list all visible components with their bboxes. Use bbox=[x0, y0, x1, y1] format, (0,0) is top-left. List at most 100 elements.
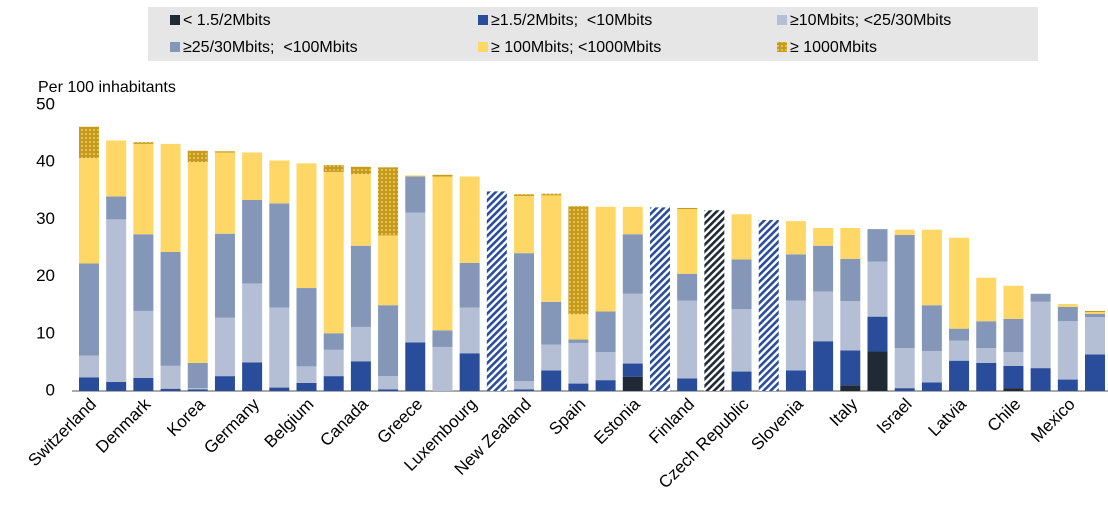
legend-label: ≥1.5/2Mbits; <10Mbits bbox=[491, 12, 652, 29]
bar-segment bbox=[840, 258, 861, 302]
legend-label: < 1.5/2Mbits bbox=[183, 12, 271, 29]
x-tick-label: Korea bbox=[163, 394, 209, 440]
bar-segment bbox=[432, 330, 453, 347]
bar-segment bbox=[813, 291, 834, 342]
bar-segment bbox=[677, 209, 698, 274]
bar-segment bbox=[813, 341, 834, 391]
bar-segment bbox=[296, 366, 317, 383]
bar-segment bbox=[459, 262, 480, 308]
bar-segment bbox=[840, 301, 861, 351]
bar-segment bbox=[405, 176, 426, 213]
bar-segment bbox=[269, 160, 290, 204]
x-tick-label: Slovenia bbox=[747, 394, 807, 454]
bar-segment bbox=[541, 193, 562, 196]
bar-segment bbox=[79, 126, 99, 159]
bar-segment bbox=[459, 307, 480, 354]
bar-segment bbox=[214, 151, 235, 153]
bar-segment bbox=[568, 206, 589, 315]
bar-segment bbox=[568, 314, 589, 340]
legend-swatch bbox=[170, 15, 180, 25]
bar-segment bbox=[949, 328, 970, 341]
bar-segment bbox=[296, 382, 317, 391]
bar-segment bbox=[160, 365, 181, 389]
y-tick-label: 10 bbox=[36, 323, 55, 342]
legend-box bbox=[148, 7, 1038, 61]
bar-segment bbox=[214, 376, 235, 391]
bar-segment bbox=[840, 350, 861, 386]
bar-segment bbox=[731, 309, 752, 372]
bar-segment bbox=[323, 171, 344, 334]
x-tick-label: Italy bbox=[826, 394, 862, 430]
legend-swatch bbox=[478, 15, 488, 25]
bar-segment bbox=[405, 342, 426, 391]
legend-label: ≥10Mbits; <25/30Mbits bbox=[790, 12, 951, 29]
bar-segment bbox=[622, 206, 643, 235]
bar-segment bbox=[1057, 379, 1078, 391]
bar-segment bbox=[106, 219, 127, 382]
bar-segment bbox=[1085, 354, 1105, 391]
bar-segment bbox=[323, 376, 344, 391]
bar-segment bbox=[242, 152, 263, 200]
bar-segment bbox=[350, 245, 371, 327]
bar-segment bbox=[677, 300, 698, 379]
bar-segment bbox=[296, 163, 317, 289]
bar-segment bbox=[79, 377, 99, 391]
bar-segment bbox=[1057, 306, 1078, 322]
bar-segment bbox=[432, 346, 453, 391]
bar-segment bbox=[214, 233, 235, 318]
bar-segment bbox=[296, 288, 317, 367]
x-tick-label: Belgium bbox=[261, 395, 318, 452]
bar-segment bbox=[595, 206, 616, 312]
bar-segment bbox=[486, 191, 507, 391]
bar-segment bbox=[187, 150, 208, 163]
bar-segment bbox=[921, 229, 942, 306]
bar-segment bbox=[541, 370, 562, 391]
bar-segment bbox=[378, 305, 399, 377]
bar-segment bbox=[595, 380, 616, 391]
bar-segment bbox=[976, 362, 997, 391]
bar-segment bbox=[106, 140, 127, 197]
bar-segment bbox=[242, 283, 263, 363]
bar-segment bbox=[514, 389, 535, 391]
bar-segment bbox=[350, 361, 371, 391]
bar-segment bbox=[813, 227, 834, 246]
bar-segment bbox=[432, 174, 453, 177]
bar-segment bbox=[867, 229, 888, 262]
bar-segment bbox=[622, 293, 643, 364]
bar-segment bbox=[568, 339, 589, 343]
x-tick-label: Denmark bbox=[92, 394, 155, 457]
bar-segment bbox=[378, 389, 399, 391]
bar-segment bbox=[976, 348, 997, 363]
x-tick-label: Chile bbox=[984, 395, 1025, 436]
bar-segment bbox=[1057, 321, 1078, 380]
bar-segment bbox=[921, 382, 942, 391]
bar-segment bbox=[976, 321, 997, 349]
bar-segment bbox=[704, 210, 725, 391]
bar-segment bbox=[1057, 304, 1078, 307]
bar-segment bbox=[1030, 368, 1051, 391]
bar-segment bbox=[269, 387, 290, 391]
bar-segment bbox=[133, 143, 154, 235]
bar-segment bbox=[106, 196, 127, 220]
bar-segment bbox=[622, 376, 643, 391]
bar-segment bbox=[1030, 301, 1051, 369]
x-tick-label: Germany bbox=[200, 394, 263, 457]
legend-label: ≥ 100Mbits; <1000Mbits bbox=[491, 39, 661, 56]
bar-segment bbox=[677, 378, 698, 391]
legend-label: ≥25/30Mbits; <100Mbits bbox=[183, 39, 358, 56]
legend-swatch bbox=[170, 42, 180, 52]
bar-segment bbox=[731, 259, 752, 310]
bar-segment bbox=[813, 245, 834, 292]
bar-segment bbox=[949, 360, 970, 391]
bar-segment bbox=[758, 219, 779, 391]
bar-segment bbox=[187, 362, 208, 389]
bar-segment bbox=[541, 344, 562, 371]
bar-segment bbox=[514, 194, 535, 196]
bar-segment bbox=[677, 273, 698, 301]
bar-segment bbox=[133, 377, 154, 391]
bar-segment bbox=[677, 207, 698, 210]
bar-segment bbox=[514, 195, 535, 254]
bar-segment bbox=[1003, 365, 1024, 389]
x-tick-label: Mexico bbox=[1027, 395, 1079, 447]
